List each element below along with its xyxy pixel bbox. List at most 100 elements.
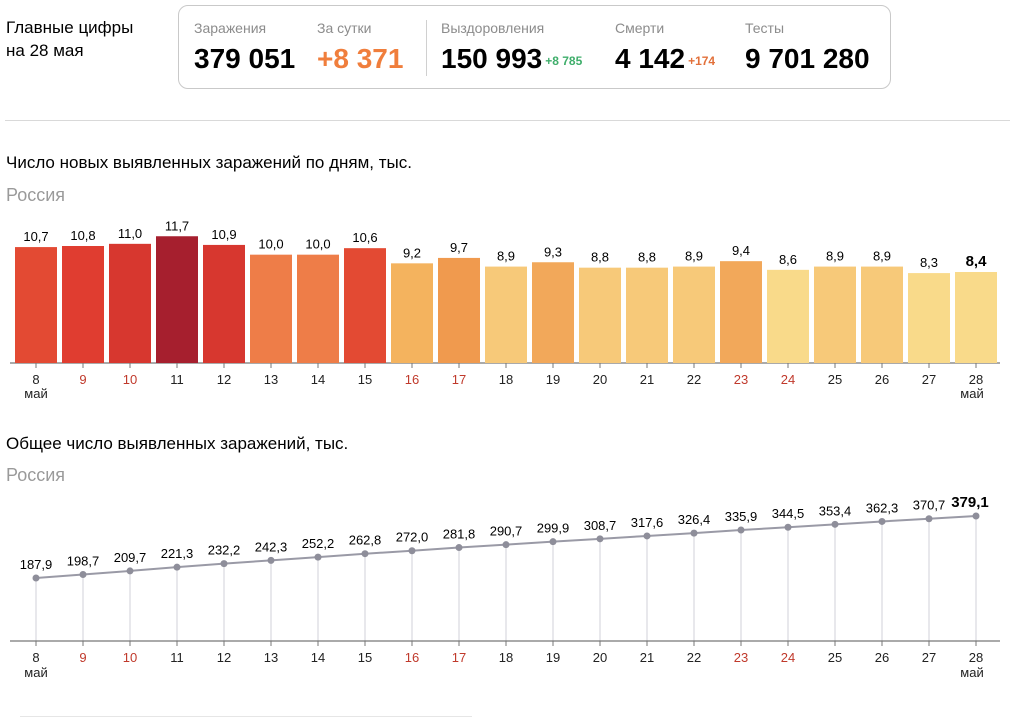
daily-chart-region: Россия: [6, 185, 66, 205]
point-value-label: 187,9: [20, 557, 53, 572]
bar-value-label: 10,0: [258, 237, 283, 252]
bar-value-label: 8,9: [873, 249, 891, 264]
stat-recovered-row: 150 993 +8 785: [441, 41, 582, 77]
data-point-11: [173, 563, 181, 571]
x-tick-label: 24: [781, 372, 795, 387]
x-tick-label: 15: [358, 372, 372, 387]
total-chart-region: Россия: [6, 465, 66, 485]
point-value-label: 232,2: [208, 543, 241, 558]
data-point-9: [79, 570, 87, 578]
bar-value-label: 8,9: [497, 249, 515, 264]
x-tick-label: 13: [264, 372, 278, 387]
bar-value-label: 8,9: [826, 249, 844, 264]
point-value-label: 335,9: [725, 509, 758, 524]
data-point-20: [596, 535, 604, 543]
x-tick-label: 15: [358, 650, 372, 665]
bar-value-label: 8,8: [591, 250, 609, 265]
x-tick-label: 26: [875, 372, 889, 387]
bar-value-label: 9,7: [450, 240, 468, 255]
month-label-end: май: [960, 386, 983, 401]
x-tick-label: 20: [593, 650, 607, 665]
stat-deaths-delta: +174: [688, 54, 716, 68]
x-tick-label: 17: [452, 372, 466, 387]
daily-cases-bar-chart: 10,7 8 10,8 9 11,0 10 11,7 11 10,9 12 10,0 13 10,0 14…: [10, 218, 1000, 401]
x-tick-label: 12: [217, 650, 231, 665]
point-value-label: 209,7: [114, 550, 147, 565]
point-value-label: 370,7: [913, 498, 946, 513]
bar-value-label: 8,3: [920, 255, 938, 270]
x-tick-label: 8: [32, 372, 39, 387]
x-tick-label: 27: [922, 372, 936, 387]
data-point-15: [361, 550, 369, 558]
daily-chart-title: Число новых выявленных заражений по дням…: [6, 153, 412, 172]
point-value-label: 299,9: [537, 521, 570, 536]
summary-card: Заражения 379 051 За сутки +8 371 Выздор…: [178, 5, 891, 89]
x-tick-label: 27: [922, 650, 936, 665]
bar-value-label: 8,6: [779, 252, 797, 267]
x-tick-label: 25: [828, 372, 842, 387]
x-tick-label: 24: [781, 650, 795, 665]
bar-value-label: 10,9: [211, 227, 236, 242]
stat-tests-label: Тесты: [745, 20, 785, 36]
data-point-10: [126, 567, 134, 575]
point-value-label: 317,6: [631, 515, 664, 530]
summary-divider: [426, 20, 427, 76]
stat-deaths-value: 4 142: [615, 43, 686, 74]
heading-line-1: Главные цифры: [6, 18, 134, 37]
stat-daily-label: За сутки: [317, 20, 372, 36]
bar-value-label: 8,8: [638, 250, 656, 265]
bar-value-label: 8,4: [966, 253, 988, 270]
month-label-start: май: [24, 386, 47, 401]
x-tick-label: 23: [734, 372, 748, 387]
data-point-26: [878, 517, 886, 525]
bar-9: [62, 246, 104, 363]
point-value-label: 272,0: [396, 530, 429, 545]
point-value-label: 362,3: [866, 500, 899, 515]
point-value-label: 326,4: [678, 512, 711, 527]
stat-deaths-label: Смерти: [615, 20, 665, 36]
x-tick-label: 11: [170, 650, 184, 665]
point-value-label: 281,8: [443, 527, 476, 542]
bar-20: [579, 267, 621, 363]
heading-line-2: на 28 мая: [6, 41, 84, 60]
bar-value-label: 9,2: [403, 245, 421, 260]
point-value-label: 252,2: [302, 536, 335, 551]
stat-recovered-label: Выздоровления: [441, 20, 545, 36]
x-tick-label: 26: [875, 650, 889, 665]
bar-27: [908, 273, 950, 363]
x-tick-label: 21: [640, 650, 654, 665]
bar-value-label: 11,7: [165, 218, 189, 233]
data-point-24: [784, 523, 792, 531]
bar-value-label: 10,6: [352, 230, 377, 245]
bar-13: [250, 254, 292, 363]
point-value-label: 198,7: [67, 553, 100, 568]
data-point-14: [314, 553, 322, 561]
point-value-label: 242,3: [255, 539, 288, 554]
x-tick-label: 19: [546, 650, 560, 665]
stat-recovered-delta: +8 785: [545, 54, 583, 68]
point-value-label: 221,3: [161, 546, 194, 561]
stat-recovered-value: 150 993: [441, 43, 543, 74]
bar-17: [438, 257, 480, 363]
bar-value-label: 10,0: [305, 237, 330, 252]
data-point-21: [643, 532, 651, 540]
x-tick-label: 12: [217, 372, 231, 387]
x-tick-label: 20: [593, 372, 607, 387]
bar-18: [485, 266, 527, 363]
x-tick-label: 22: [687, 650, 701, 665]
point-value-label: 308,7: [584, 518, 617, 533]
stat-tests: Тесты 9 701 280: [745, 19, 870, 77]
x-tick-label: 9: [79, 650, 86, 665]
stat-daily: За сутки +8 371: [317, 19, 403, 77]
stat-deaths-row: 4 142 +174: [615, 41, 715, 77]
bar-26: [861, 266, 903, 363]
data-point-8: [32, 574, 40, 582]
bar-21: [626, 267, 668, 363]
point-value-label: 262,8: [349, 533, 382, 548]
stat-infections-label: Заражения: [194, 20, 267, 36]
x-tick-label: 14: [311, 372, 325, 387]
data-point-16: [408, 547, 416, 555]
x-tick-label: 23: [734, 650, 748, 665]
point-value-label: 290,7: [490, 524, 523, 539]
bar-value-label: 8,9: [685, 249, 703, 264]
